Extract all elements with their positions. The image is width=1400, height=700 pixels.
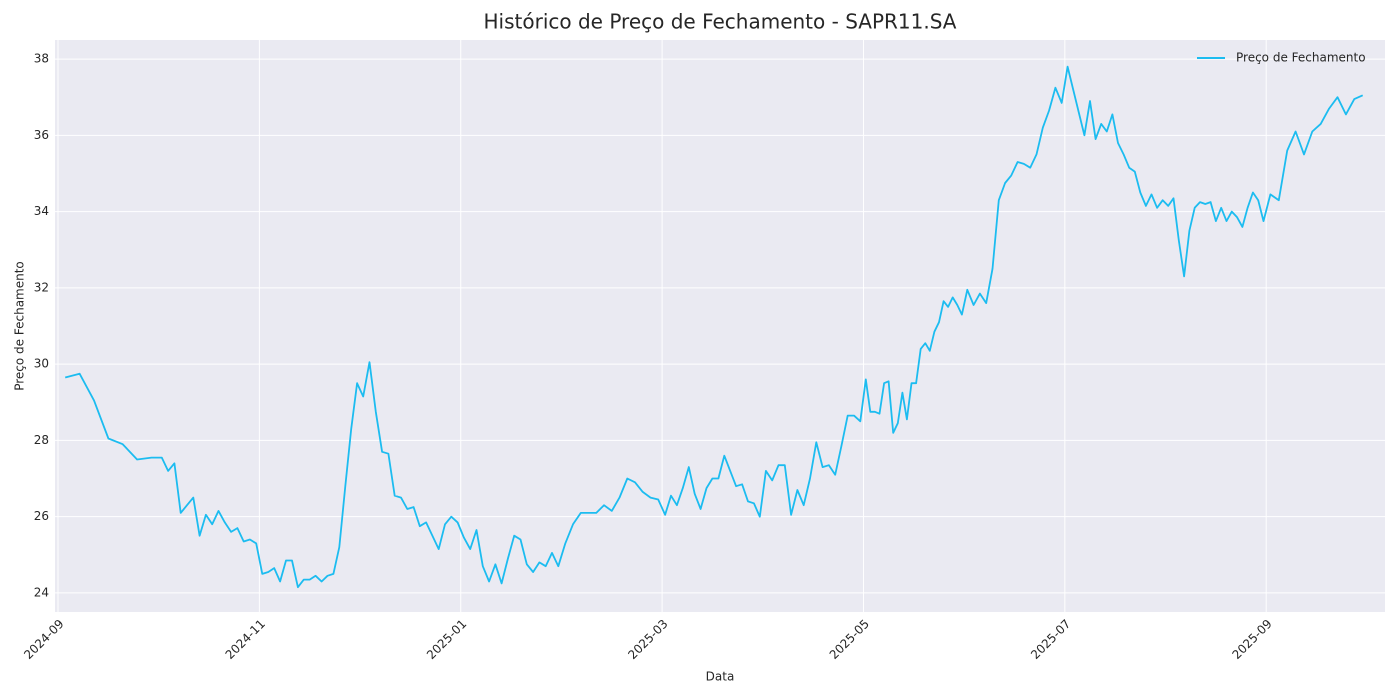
- legend-label: Preço de Fechamento: [1236, 51, 1366, 65]
- x-tick-label: 2024-11: [223, 617, 268, 662]
- x-tick-label: 2025-09: [1229, 617, 1274, 662]
- y-tick-label: 28: [34, 433, 49, 447]
- x-tick-label: 2025-07: [1028, 617, 1073, 662]
- x-tick-label: 2025-03: [625, 617, 670, 662]
- x-tick-label: 2025-01: [424, 617, 469, 662]
- y-tick-label: 26: [34, 509, 49, 523]
- y-tick-label: 34: [34, 204, 49, 218]
- chart-title: Histórico de Preço de Fechamento - SAPR1…: [484, 10, 957, 34]
- y-tick-label: 24: [34, 585, 49, 599]
- y-tick-label: 30: [34, 357, 49, 371]
- x-tick-label: 2024-09: [21, 617, 66, 662]
- x-axis-label: Data: [706, 670, 735, 684]
- plot-area: [55, 40, 1385, 612]
- y-tick-label: 32: [34, 280, 49, 294]
- price-line: [64, 65, 1364, 589]
- x-tick-label: 2025-05: [827, 617, 872, 662]
- y-tick-label: 36: [34, 128, 49, 142]
- y-tick-label: 38: [34, 52, 49, 66]
- y-axis-label: Preço de Fechamento: [13, 261, 27, 391]
